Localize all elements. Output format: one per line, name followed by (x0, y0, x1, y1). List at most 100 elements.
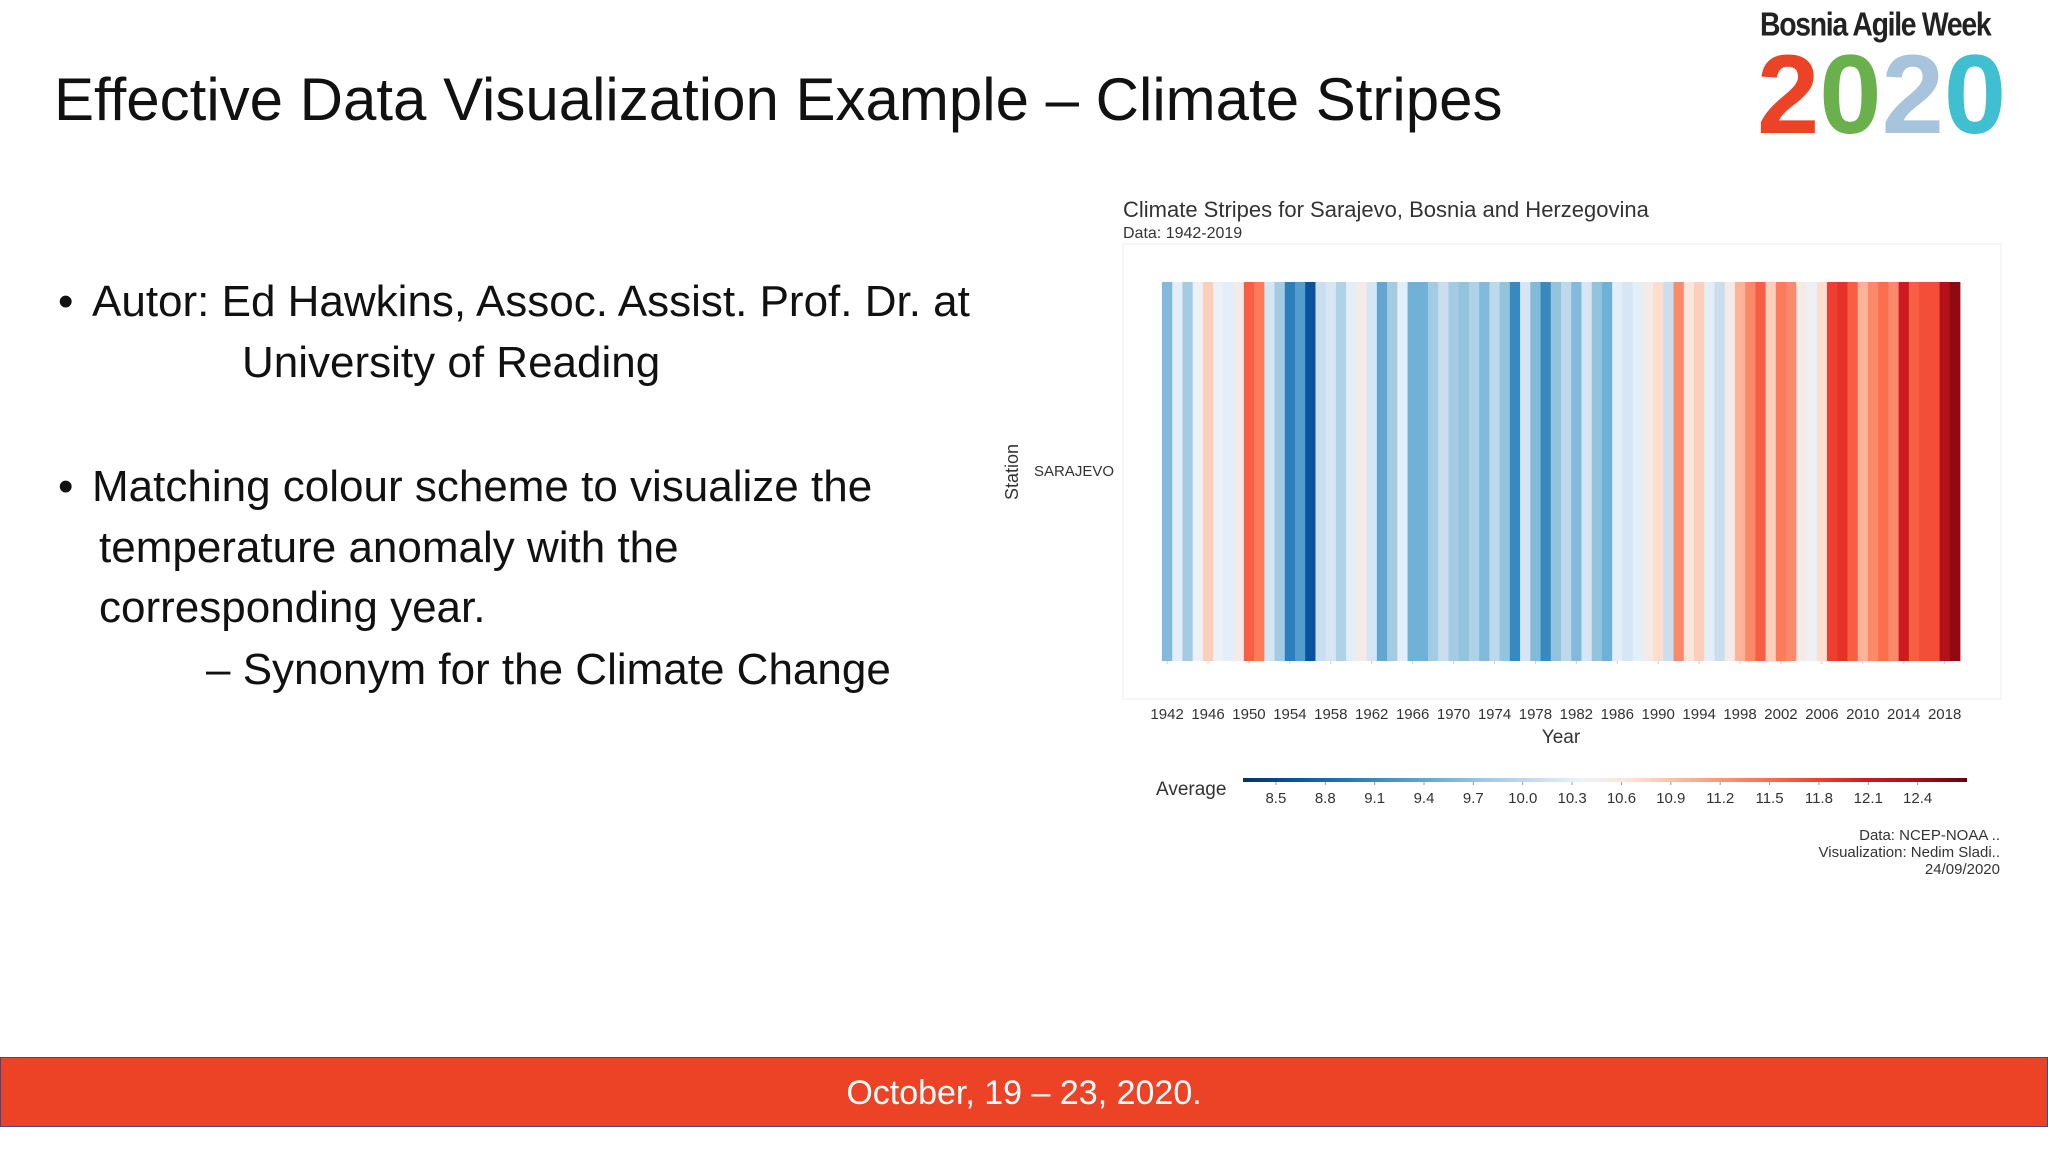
x-tick-label: 1942 (1150, 706, 1183, 723)
stripe (1704, 282, 1715, 661)
logo-digit: 0 (1944, 32, 2006, 157)
stripe (1458, 282, 1470, 661)
footer-bar: October, 19 – 23, 2020. (0, 1057, 2048, 1127)
colorbar-tick-label: 11.5 (1755, 790, 1783, 807)
colorbar-tick-label: 8.8 (1315, 790, 1336, 807)
stripe (1827, 282, 1838, 661)
stripe (1796, 282, 1807, 661)
x-tick-label: 1974 (1478, 706, 1511, 723)
stripe (1765, 282, 1777, 661)
stripe (1571, 282, 1582, 661)
stripe (1468, 282, 1480, 661)
stripe (1622, 282, 1634, 661)
stripe (1346, 282, 1357, 661)
colorbar-title: Average (1156, 779, 1226, 800)
sub-bullet-text: Synonym for the Climate Change (242, 645, 891, 694)
x-tick-label: 1978 (1519, 706, 1552, 723)
colorbar-tick-label: 12.1 (1854, 790, 1883, 807)
slide-title: Effective Data Visualization Example – C… (54, 66, 1503, 133)
x-tick-label: 1954 (1273, 706, 1306, 723)
colorbar (1243, 778, 1967, 782)
stripe (1172, 282, 1183, 661)
x-tick-label: 1966 (1396, 706, 1429, 723)
stripe (1530, 282, 1541, 661)
colorbar-tick-label: 9.7 (1463, 790, 1484, 807)
stripe (1397, 282, 1408, 661)
stripe (1295, 282, 1306, 661)
colorbar-tick-label: 11.2 (1706, 790, 1734, 807)
logo-digit: 2 (1882, 32, 1944, 157)
stripe (1499, 282, 1511, 661)
stripe (1223, 282, 1235, 661)
stripe (1949, 282, 1961, 661)
colorbar-tick-label: 10.9 (1656, 790, 1685, 807)
stripe (1315, 282, 1327, 661)
stripe (1305, 282, 1316, 661)
x-tick-label: 1982 (1560, 706, 1593, 723)
bullet-line: Matching colour scheme to visualize the (58, 465, 872, 510)
stripe (1213, 282, 1224, 661)
x-tick-label: 2010 (1846, 706, 1879, 723)
stripe (1888, 282, 1900, 661)
x-tick-label: 1986 (1601, 706, 1634, 723)
stripe (1243, 282, 1255, 661)
stripe (1755, 282, 1767, 661)
colorbar-tick-label: 11.8 (1805, 790, 1833, 807)
stripe (1632, 282, 1644, 661)
stripe (1182, 282, 1194, 661)
stripe (1407, 282, 1419, 661)
x-tick-label: 1994 (1682, 706, 1715, 723)
colorbar-tick-label: 10.3 (1557, 790, 1586, 807)
x-tick-label: 1998 (1723, 706, 1756, 723)
chart-subtitle: Data: 1942-2019 (1123, 225, 1242, 242)
stripe (1694, 282, 1705, 661)
stripe (1683, 282, 1695, 661)
stripe (1335, 282, 1347, 661)
stripe (1929, 282, 1940, 661)
stripe (1428, 282, 1439, 661)
stripe (1233, 282, 1245, 661)
stripe (1847, 282, 1859, 661)
stripe (1550, 282, 1562, 661)
stripe (1438, 282, 1449, 661)
x-tick-label: 1990 (1642, 706, 1675, 723)
x-tick-label: 1946 (1191, 706, 1224, 723)
stripe (1642, 282, 1654, 661)
stripe (1520, 282, 1531, 661)
colorbar-tick-label: 12.4 (1903, 790, 1932, 807)
chart-title: Climate Stripes for Sarajevo, Bosnia and… (1123, 197, 1650, 222)
stripe (1561, 282, 1572, 661)
stripe (1479, 282, 1490, 661)
stripe (1202, 282, 1214, 661)
stripe (1878, 282, 1889, 661)
bullet-line: Autor: Ed Hawkins, Assoc. Assist. Prof. … (58, 280, 970, 325)
stripe (1775, 282, 1787, 661)
x-tick-label: 2002 (1764, 706, 1797, 723)
stripe (1673, 282, 1685, 661)
footer-text: October, 19 – 23, 2020. (846, 1074, 1202, 1112)
stripe (1786, 282, 1797, 661)
stripe (1908, 282, 1920, 661)
stripe (1387, 282, 1398, 661)
stripe (1274, 282, 1286, 661)
stripe (1192, 282, 1204, 661)
credit: Visualization: Nedim Sladi.. (1819, 844, 2000, 861)
bullet-line: corresponding year. (99, 583, 486, 632)
colorbar-tick-label: 9.1 (1364, 790, 1385, 807)
stripe (1162, 282, 1173, 661)
stripe (1376, 282, 1388, 661)
logo-year: 2020 (1757, 32, 2006, 157)
stripe (1734, 282, 1746, 661)
stripe (1284, 282, 1296, 661)
colorbar-tick-label: 8.5 (1265, 790, 1286, 807)
sub-bullet: Synonym for the Climate Change (206, 648, 891, 692)
stripe (1724, 282, 1736, 661)
stripe (1509, 282, 1521, 661)
stripe (1448, 282, 1460, 661)
stripe (1489, 282, 1501, 661)
logo-digit: 0 (1819, 32, 1881, 157)
stripe (1837, 282, 1848, 661)
stripe (1591, 282, 1603, 661)
bullet-line: temperature anomaly with the (99, 523, 679, 572)
